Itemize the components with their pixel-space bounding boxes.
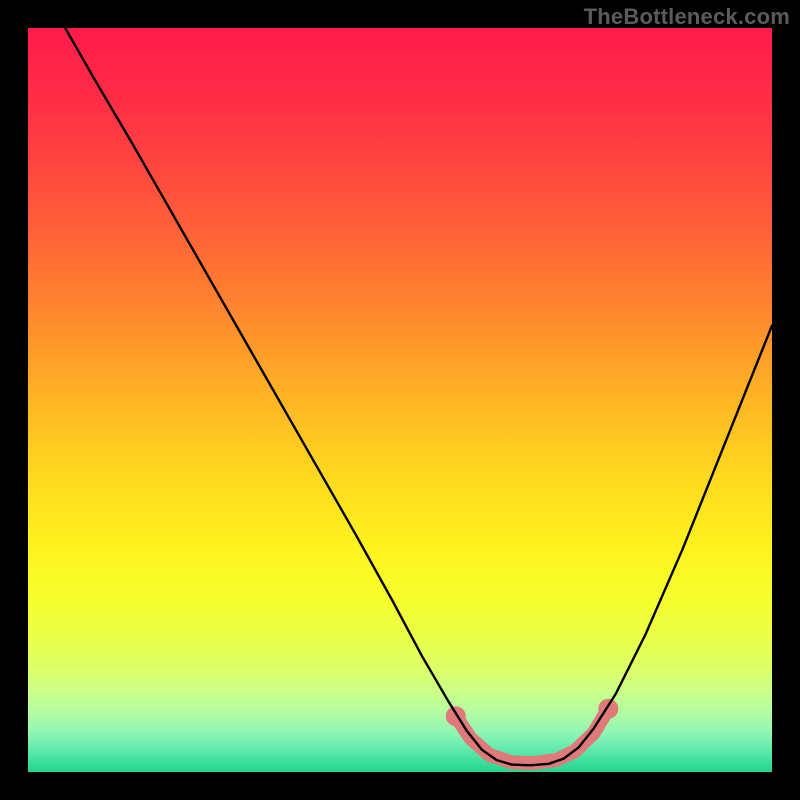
- watermark-text: TheBottleneck.com: [584, 4, 790, 30]
- bottleneck-curve: [65, 28, 772, 765]
- curve-layer: [28, 28, 772, 772]
- chart-frame: TheBottleneck.com: [0, 0, 800, 800]
- plot-area: [28, 28, 772, 772]
